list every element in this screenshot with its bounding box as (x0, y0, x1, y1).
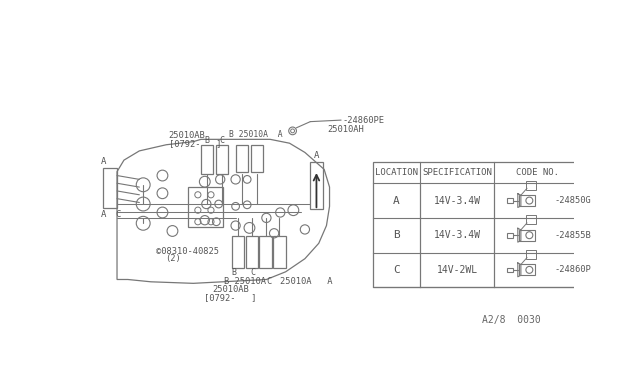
Text: (2): (2) (164, 254, 180, 263)
Bar (236, 145, 248, 172)
Text: A: A (393, 196, 400, 206)
Bar (188, 187, 223, 227)
Text: B: B (393, 230, 400, 240)
Bar (525, 180, 536, 190)
Bar (519, 230, 535, 241)
Bar (232, 235, 244, 268)
Text: ©08310-40825: ©08310-40825 (156, 247, 218, 256)
Text: B 25010A: B 25010A (224, 276, 266, 286)
Text: C: C (393, 265, 400, 275)
Text: B 25010A  A: B 25010A A (230, 130, 283, 139)
Bar (519, 195, 535, 206)
Bar (372, 162, 582, 287)
Text: SPECIFICATION: SPECIFICATION (422, 168, 492, 177)
Bar (216, 145, 228, 174)
Bar (507, 233, 513, 238)
Text: C: C (115, 209, 120, 218)
Bar (103, 168, 117, 208)
Bar (273, 235, 285, 268)
Text: A: A (101, 157, 107, 166)
Bar (519, 264, 535, 275)
Text: 14V-3.4W: 14V-3.4W (433, 196, 481, 206)
Bar (525, 250, 536, 259)
Text: 25010A   A: 25010A A (280, 276, 333, 286)
Text: C: C (266, 276, 271, 286)
Text: -24860P: -24860P (555, 265, 591, 275)
Text: [0792-   ]: [0792- ] (204, 293, 257, 302)
Text: A: A (101, 209, 107, 218)
Text: A2/8  0030: A2/8 0030 (482, 315, 541, 325)
Text: 14V-3.4W: 14V-3.4W (433, 230, 481, 240)
Text: 25010AH: 25010AH (327, 125, 364, 134)
Bar (246, 235, 258, 268)
Text: -24855B: -24855B (555, 231, 591, 240)
Text: CODE NO.: CODE NO. (516, 168, 559, 177)
Text: C: C (220, 136, 224, 145)
Bar (259, 235, 272, 268)
Text: [0792-   ]: [0792- ] (168, 139, 221, 148)
Text: C: C (250, 268, 255, 277)
Bar (507, 198, 513, 203)
Bar (525, 215, 536, 224)
Text: LOCATION: LOCATION (375, 168, 418, 177)
Bar (310, 162, 323, 209)
Text: B: B (232, 268, 237, 277)
Text: 25010AB: 25010AB (212, 285, 248, 294)
Bar (201, 145, 213, 174)
Bar (507, 267, 513, 272)
Bar (251, 145, 263, 172)
Text: -24850G: -24850G (555, 196, 591, 205)
Text: A: A (314, 151, 319, 160)
Text: -24860PE: -24860PE (342, 116, 385, 125)
Text: 14V-2WL: 14V-2WL (436, 265, 477, 275)
Text: B: B (205, 136, 210, 145)
Text: 25010AB: 25010AB (168, 131, 205, 140)
